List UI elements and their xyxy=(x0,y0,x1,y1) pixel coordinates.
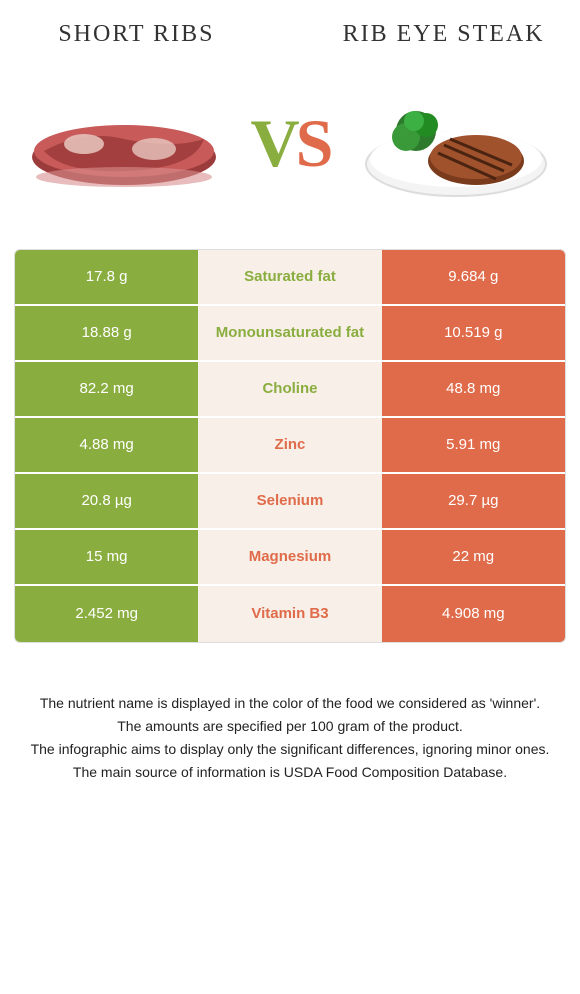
right-value: 10.519 g xyxy=(382,306,565,360)
short-ribs-image xyxy=(24,79,224,209)
table-row: 20.8 µgSelenium29.7 µg xyxy=(15,474,565,530)
nutrient-label: Selenium xyxy=(198,474,381,528)
nutrient-label: Saturated fat xyxy=(198,250,381,304)
footnotes: The nutrient name is displayed in the co… xyxy=(14,693,566,783)
vs-v: V xyxy=(251,105,296,181)
table-row: 15 mgMagnesium22 mg xyxy=(15,530,565,586)
left-value: 15 mg xyxy=(15,530,198,584)
footnote-line: The amounts are specified per 100 gram o… xyxy=(24,716,556,737)
footnote-line: The infographic aims to display only the… xyxy=(24,739,556,760)
nutrient-label: Magnesium xyxy=(198,530,381,584)
left-food-title: SHORT RIBS xyxy=(34,20,239,49)
nutrient-label: Choline xyxy=(198,362,381,416)
right-value: 5.91 mg xyxy=(382,418,565,472)
header: SHORT RIBS RIB EYE STEAK xyxy=(14,20,566,49)
table-row: 17.8 gSaturated fat9.684 g xyxy=(15,250,565,306)
vs-label: VS xyxy=(251,104,330,183)
vs-s: S xyxy=(296,105,330,181)
right-value: 29.7 µg xyxy=(382,474,565,528)
footnote-line: The nutrient name is displayed in the co… xyxy=(24,693,556,714)
left-value: 2.452 mg xyxy=(15,586,198,642)
right-food-title: RIB EYE STEAK xyxy=(341,20,546,49)
table-row: 18.88 gMonounsaturated fat10.519 g xyxy=(15,306,565,362)
nutrient-label: Monounsaturated fat xyxy=(198,306,381,360)
left-value: 4.88 mg xyxy=(15,418,198,472)
left-value: 82.2 mg xyxy=(15,362,198,416)
table-row: 2.452 mgVitamin B34.908 mg xyxy=(15,586,565,642)
nutrient-label: Zinc xyxy=(198,418,381,472)
right-value: 22 mg xyxy=(382,530,565,584)
hero-row: VS xyxy=(14,49,566,249)
nutrient-table: 17.8 gSaturated fat9.684 g18.88 gMonouns… xyxy=(14,249,566,643)
left-value: 17.8 g xyxy=(15,250,198,304)
right-value: 48.8 mg xyxy=(382,362,565,416)
table-row: 4.88 mgZinc5.91 mg xyxy=(15,418,565,474)
left-value: 20.8 µg xyxy=(15,474,198,528)
left-value: 18.88 g xyxy=(15,306,198,360)
table-row: 82.2 mgCholine48.8 mg xyxy=(15,362,565,418)
nutrient-label: Vitamin B3 xyxy=(198,586,381,642)
rib-eye-image xyxy=(356,79,556,209)
right-value: 4.908 mg xyxy=(382,586,565,642)
right-value: 9.684 g xyxy=(382,250,565,304)
footnote-line: The main source of information is USDA F… xyxy=(24,762,556,783)
